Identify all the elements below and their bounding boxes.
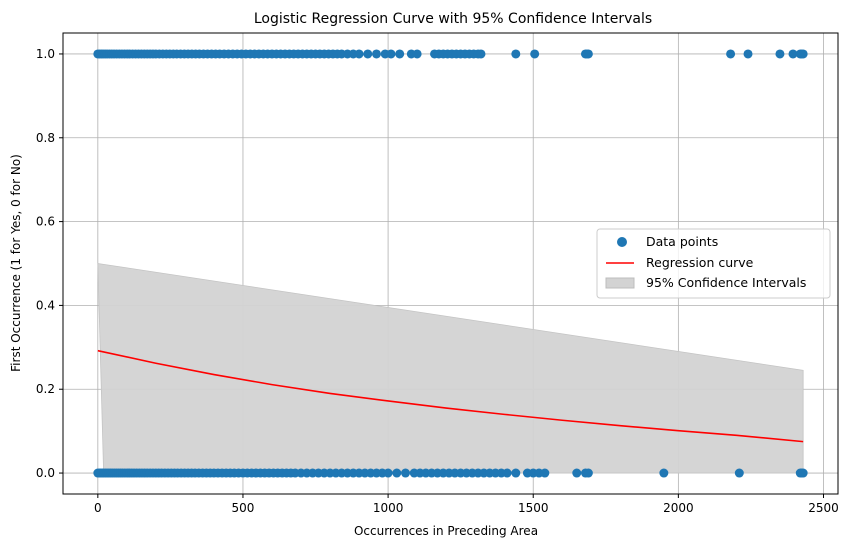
data-points-layer [93,49,808,478]
data-point [392,468,402,478]
x-tick-label: 0 [94,501,102,515]
y-tick-label: 0.2 [36,382,55,396]
confidence-band [97,263,804,474]
data-point [743,49,753,59]
legend: Data points Regression curve 95% Confide… [596,228,831,299]
y-tick-label: 1.0 [36,47,55,61]
legend-marker-confidence-band [605,277,635,289]
axis-ticks: 0 500 1000 1500 2000 2500 0.0 0.2 0.4 0.6 0.8 1.0 [36,47,839,515]
data-point [734,468,744,478]
y-tick-label: 0.4 [36,298,55,312]
data-point [775,49,785,59]
confidence-band-layer [97,263,804,474]
data-point [363,49,373,59]
data-point [530,49,540,59]
data-point [395,49,405,59]
data-point [401,468,411,478]
data-point [726,49,736,59]
y-axis-label: First Occurrence (1 for Yes, 0 for No) [9,154,23,372]
legend-marker-data-points [617,237,627,247]
data-point [386,49,396,59]
data-point [511,49,521,59]
data-point [502,468,512,478]
data-point [572,468,582,478]
data-point [788,49,798,59]
x-tick-label: 2000 [663,501,694,515]
data-point [476,49,486,59]
x-axis-label: Occurrences in Preceding Area [354,524,538,538]
legend-box [596,228,831,299]
data-point [583,468,593,478]
legend-label-data-points: Data points [646,234,718,249]
data-point [354,49,364,59]
plot-frame [62,32,839,495]
x-tick-label: 1500 [518,501,549,515]
legend-label-regression-curve: Regression curve [646,255,754,270]
x-tick-label: 1000 [373,501,404,515]
x-tick-label: 500 [232,501,255,515]
x-tick-label: 2500 [808,501,839,515]
regression-curve-layer [97,349,804,443]
data-point [383,468,393,478]
y-tick-label: 0.8 [36,131,55,145]
data-point [659,468,669,478]
regression-curve [97,349,804,443]
data-point [798,468,808,478]
legend-label-confidence-band: 95% Confidence Intervals [646,275,806,290]
data-point [371,49,381,59]
chart-title: Logistic Regression Curve with 95% Confi… [254,11,652,27]
data-point [540,468,550,478]
y-tick-label: 0.6 [36,215,55,229]
y-tick-label: 0.0 [36,466,55,480]
data-point [583,49,593,59]
data-point [412,49,422,59]
data-point [798,49,808,59]
data-point [511,468,521,478]
